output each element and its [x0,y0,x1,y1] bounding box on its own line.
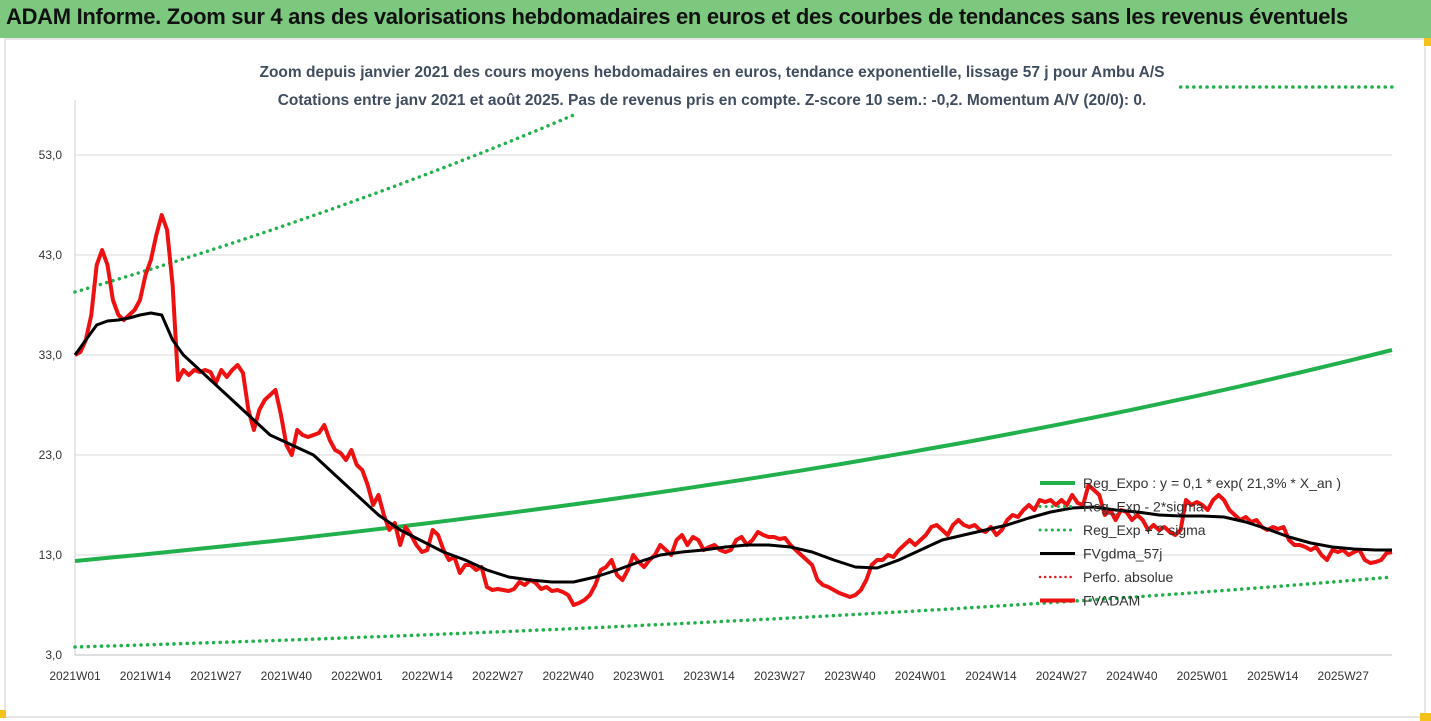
x-tick-label: 2022W01 [331,669,383,683]
legend-label: FVgdma_57j [1083,546,1162,562]
x-tick-label: 2022W40 [543,669,595,683]
x-tick-label: 2022W27 [472,669,524,683]
x-tick-label: 2023W27 [754,669,806,683]
legend-label: Reg_Exp + 2 sigma [1083,522,1206,538]
legend-label: FVADAM [1083,593,1140,609]
corner-marker [1424,38,1431,46]
y-tick-label: 43,0 [39,248,63,262]
x-tick-label: 2021W14 [120,669,172,683]
y-tick-label: 13,0 [39,548,63,562]
x-axis: 2021W01 2021W14 2021W27 2021W40 2022W01 2022W… [49,654,1392,683]
x-tick-label: 2023W14 [683,669,735,683]
page-title: ADAM Informe. Zoom sur 4 ans des valoris… [6,4,1348,29]
x-tick-label: 2021W27 [190,669,242,683]
x-tick-label: 2024W14 [965,669,1017,683]
series-reg-minus [73,575,1394,649]
x-tick-label: 2021W40 [261,669,313,683]
x-tick-label: 2021W01 [49,669,101,683]
chart-title: Zoom depuis janvier 2021 des cours moyen… [259,64,1164,81]
plot-area [73,85,1394,649]
x-tick-label: 2023W01 [613,669,665,683]
y-tick-label: 33,0 [39,348,63,362]
x-tick-label: 2025W01 [1177,669,1229,683]
header-banner: ADAM Informe. Zoom sur 4 ans des valoris… [0,0,1431,38]
x-tick-label: 2024W40 [1106,669,1158,683]
chart-frame [4,38,1426,718]
x-tick-label: 2025W14 [1247,669,1299,683]
chart-subtitle: Cotations entre janv 2021 et août 2025. … [278,92,1147,109]
legend: Reg_Expo : y = 0,1 * exp( 21,3% * X_an )… [1038,475,1341,609]
y-tick-label: 23,0 [39,448,63,462]
x-tick-label: 2024W27 [1036,669,1088,683]
y-tick-label: 3,0 [45,648,62,662]
series-reg-expo [74,348,1393,563]
y-tick-label: 53,0 [39,148,63,162]
legend-label: Perfo. absolue [1083,569,1173,585]
corner-marker [0,710,6,718]
corner-marker [1420,713,1431,721]
x-tick-label: 2024W01 [895,669,947,683]
x-tick-label: 2023W40 [824,669,876,683]
legend-label: Reg_Expo : y = 0,1 * exp( 21,3% * X_an ) [1083,475,1341,491]
y-axis: 3,0 13,0 23,0 33,0 43,0 53,0 [39,100,76,662]
grid-lines [75,154,1392,556]
legend-label: Reg_Exp - 2*sigma [1083,499,1204,515]
series-fvgdma [73,311,1392,584]
series-reg-plus [73,113,576,294]
x-tick-label: 2022W14 [402,669,454,683]
x-tick-label: 2025W27 [1318,669,1370,683]
